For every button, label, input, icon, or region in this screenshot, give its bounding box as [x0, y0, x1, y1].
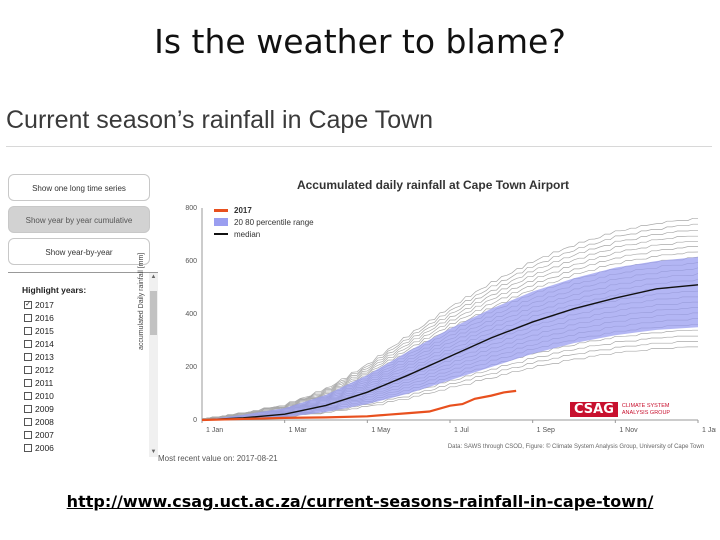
- divider: [6, 146, 712, 147]
- checkbox-icon[interactable]: [24, 443, 32, 452]
- source-url-link[interactable]: http://www.csag.uct.ac.za/current-season…: [66, 492, 654, 511]
- y-tick-label: 0: [193, 417, 197, 424]
- x-tick-label: 1 Jul: [454, 427, 469, 434]
- checkbox-icon[interactable]: [24, 339, 32, 348]
- csag-logo-subtitle: CLIMATE SYSTEM ANALYSIS GROUP: [621, 402, 671, 416]
- checkbox-icon[interactable]: [24, 313, 32, 322]
- show-long-time-series-button[interactable]: Show one long time series: [8, 174, 150, 201]
- chart-legend: 2017 20 80 percentile range median: [214, 204, 314, 240]
- control-panel: Show one long time series Show year by y…: [8, 168, 158, 457]
- year-checkbox-row[interactable]: 2014: [24, 338, 54, 349]
- year-label: 2014: [35, 338, 54, 349]
- year-checkbox-row[interactable]: 2013: [24, 351, 54, 362]
- checkbox-icon[interactable]: [24, 404, 32, 413]
- year-checkbox-row[interactable]: ✓ 2017: [24, 299, 54, 310]
- year-checkbox-row[interactable]: 2007: [24, 429, 54, 440]
- scroll-up-arrow-icon[interactable]: ▲: [150, 274, 157, 280]
- history-series-line: [202, 223, 698, 419]
- year-checkbox-row[interactable]: 2015: [24, 325, 54, 336]
- scroll-down-arrow-icon[interactable]: ▼: [150, 449, 157, 455]
- show-year-by-year-button[interactable]: Show year-by-year: [8, 238, 150, 265]
- page-heading: Current season’s rainfall in Cape Town: [6, 106, 434, 134]
- highlight-years-list: Highlight years: ✓ 2017 2016 2015 2014 2013 20…: [8, 272, 158, 457]
- x-tick-label: 1 Jan: [206, 427, 223, 434]
- year-label: 2006: [35, 442, 54, 453]
- slide-title: Is the weather to blame?: [154, 22, 566, 61]
- year-label: 2008: [35, 416, 54, 427]
- highlight-years-title: Highlight years:: [22, 285, 87, 295]
- checkbox-icon[interactable]: [24, 326, 32, 335]
- y-tick-label: 800: [185, 205, 197, 212]
- year-checkbox-row[interactable]: 2009: [24, 403, 54, 414]
- y-tick-label: 600: [185, 258, 197, 265]
- csag-logo: CSAG CLIMATE SYSTEM ANALYSIS GROUP: [570, 402, 674, 417]
- year-label: 2015: [35, 325, 54, 336]
- checkbox-checked-icon[interactable]: ✓: [24, 300, 32, 309]
- checkbox-icon[interactable]: [24, 391, 32, 400]
- most-recent-value-note: Most recent value on: 2017-08-21: [158, 454, 278, 463]
- chart-plot: 0 200 400 600 800 1 Jan 1 Mar 1 May 1 Jul 1 Sep 1 …: [185, 205, 716, 434]
- year-checkbox-row[interactable]: 2012: [24, 364, 54, 375]
- checkbox-icon[interactable]: [24, 430, 32, 439]
- checkbox-icon[interactable]: [24, 352, 32, 361]
- history-series-line: [202, 217, 698, 419]
- x-tick-label: 1 Sep: [537, 427, 555, 434]
- y-axis-label: accumulated Daily rainfall [mm]: [138, 252, 145, 350]
- year-label: 2011: [35, 377, 54, 388]
- year-label: 2017: [35, 299, 54, 310]
- checkbox-icon[interactable]: [24, 365, 32, 374]
- year-checkbox-row[interactable]: 2010: [24, 390, 54, 401]
- rainfall-chart: Accumulated daily rainfall at Cape Town …: [138, 170, 716, 468]
- legend-label: 2017: [234, 205, 252, 215]
- year-checkbox-row[interactable]: 2016: [24, 312, 54, 323]
- legend-item-median: median: [214, 228, 314, 240]
- year-checkbox-row[interactable]: 2006: [24, 442, 54, 453]
- year-checkbox-row[interactable]: 2011: [24, 377, 53, 388]
- csag-logo-mark: CSAG: [570, 402, 618, 417]
- chart-source: Data: SAWS through CSOD, Figure: © Clima…: [447, 444, 704, 450]
- chart-title: Accumulated daily rainfall at Cape Town …: [296, 178, 570, 192]
- series-2017-line: [201, 389, 517, 422]
- year-label: 2010: [35, 390, 54, 401]
- x-tick-label: 1 Nov: [619, 427, 638, 434]
- percentile-range-band: [202, 257, 698, 420]
- x-tick-label: 1 May: [371, 427, 391, 434]
- scrollbar[interactable]: ▲ ▼: [149, 273, 158, 457]
- year-label: 2007: [35, 429, 54, 440]
- legend-item-2017: 2017: [214, 204, 314, 216]
- x-tick-label: 1 Jan: [702, 427, 716, 434]
- scroll-thumb[interactable]: [150, 291, 157, 335]
- show-year-by-year-cumulative-button[interactable]: Show year by year cumulative: [8, 206, 150, 233]
- year-checkbox-row[interactable]: 2008: [24, 416, 54, 427]
- year-label: 2016: [35, 312, 54, 323]
- median-series-line: [201, 284, 699, 421]
- year-label: 2013: [35, 351, 54, 362]
- legend-label: 20 80 percentile range: [234, 217, 314, 227]
- legend-label: median: [234, 229, 261, 239]
- year-label: 2012: [35, 364, 54, 375]
- legend-item-percentile: 20 80 percentile range: [214, 216, 314, 228]
- checkbox-icon[interactable]: [24, 417, 32, 426]
- x-tick-label: 1 Mar: [289, 427, 308, 434]
- y-tick-label: 400: [185, 311, 197, 318]
- y-tick-label: 200: [185, 364, 197, 371]
- checkbox-icon[interactable]: [24, 378, 32, 387]
- year-label: 2009: [35, 403, 54, 414]
